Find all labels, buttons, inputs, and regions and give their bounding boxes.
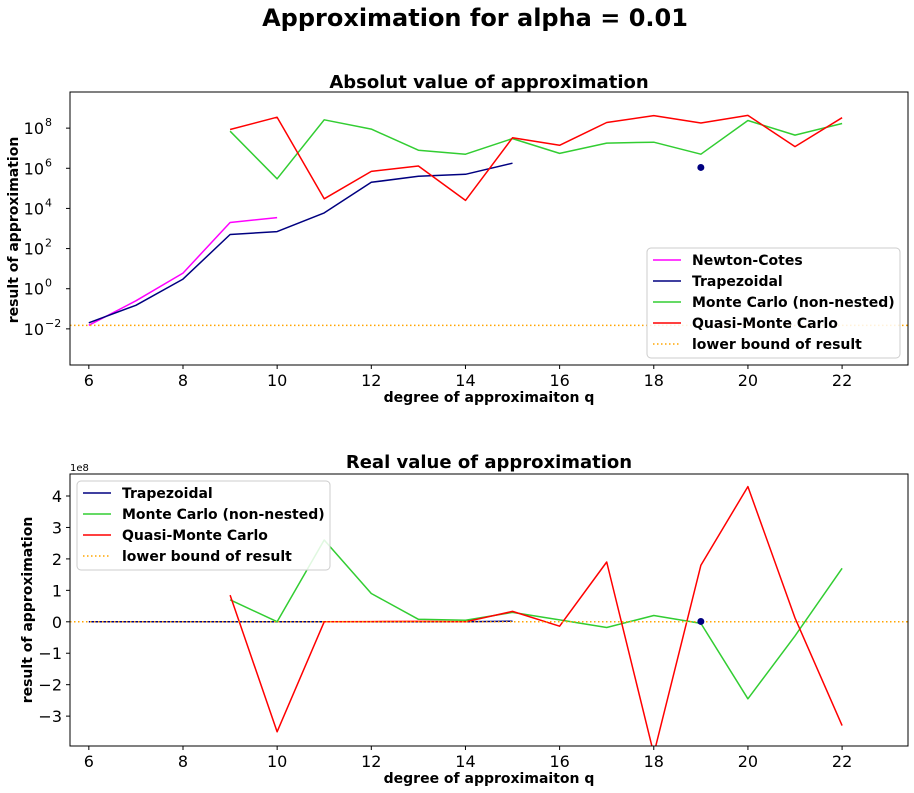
chart1-ytick-label: 10 xyxy=(24,119,44,138)
chart1-xlabel: degree of approximaiton q xyxy=(384,390,595,406)
chart2-xtick-label: 16 xyxy=(549,752,569,771)
chart2-legend-box xyxy=(76,480,331,571)
chart1-ytick-label: 10 xyxy=(24,159,44,178)
chart2-xtick-label: 12 xyxy=(361,752,381,771)
chart2-xtick-label: 10 xyxy=(267,752,287,771)
chart2-legend: Trapezoidal Monte Carlo (non-nested) Quasi… xyxy=(76,480,331,571)
chart2-offset-text: 1e8 xyxy=(70,463,89,474)
chart1-legend: Newton-Cotes Trapezoidal Monte Carlo (non-… xyxy=(646,247,901,359)
chart1-xtick-label: 20 xyxy=(738,371,758,390)
chart1-xtick-label: 14 xyxy=(455,371,475,390)
figure-suptitle: Approximation for alpha = 0.01 xyxy=(262,4,688,32)
chart1-ytick-label: 10 xyxy=(24,199,44,218)
chart1-legend-label-newton-cotes: Newton-Cotes xyxy=(692,253,803,269)
chart2-point-marker xyxy=(697,617,705,625)
chart1-ytick-exponent: −2 xyxy=(45,317,61,330)
chart1-xtick-label: 22 xyxy=(832,371,852,390)
chart2-ytick-label: −1 xyxy=(38,644,62,663)
chart1-ytick-exponent: 4 xyxy=(45,196,52,209)
chart1-series-newton-cotes xyxy=(88,216,278,326)
chart1-ytick-exponent: 6 xyxy=(45,156,52,169)
chart1-legend-label-quasi-monte-carlo: Quasi-Monte Carlo xyxy=(692,316,838,332)
chart2-ytick-label: 2 xyxy=(52,550,62,569)
chart1-plot-area xyxy=(70,114,908,327)
chart2-legend-label-monte-carlo-non-nested: Monte Carlo (non-nested) xyxy=(122,507,325,523)
chart1-legend-label-lower-bound-of-result: lower bound of result xyxy=(692,337,862,353)
chart1-legend-label-monte-carlo-non-nested: Monte Carlo (non-nested) xyxy=(692,295,895,311)
chart2-xtick-label: 6 xyxy=(84,752,94,771)
absolute-value-chart: Absolut value of approximation degree of… xyxy=(6,72,909,406)
chart2-ytick-label: 3 xyxy=(52,518,62,537)
chart1-ylabel: result of approximation xyxy=(6,137,22,324)
chart2-series-quasi-monte-carlo xyxy=(229,485,843,746)
chart1-series-trapezoidal xyxy=(88,162,513,324)
chart1-ytick-label: 10 xyxy=(24,240,44,259)
chart2-legend-label-quasi-monte-carlo: Quasi-Monte Carlo xyxy=(122,528,268,544)
chart1-ytick-exponent: 8 xyxy=(45,116,52,129)
chart2-ylabel: result of approximation xyxy=(20,517,36,704)
chart1-title: Absolut value of approximation xyxy=(329,72,648,93)
chart2-xtick-label: 14 xyxy=(455,752,475,771)
chart2-ytick-label: 0 xyxy=(52,613,62,632)
chart2-xlabel: degree of approximaiton q xyxy=(384,771,595,787)
chart1-series-quasi-monte-carlo xyxy=(229,114,843,202)
chart1-legend-box xyxy=(646,247,901,359)
chart2-xtick-label: 8 xyxy=(178,752,188,771)
chart2-ytick-label: −3 xyxy=(38,707,62,726)
chart2-xtick-label: 18 xyxy=(644,752,664,771)
chart1-point-marker xyxy=(697,163,705,171)
chart2-axes-frame xyxy=(69,473,909,747)
chart2-ytick-label: −2 xyxy=(38,676,62,695)
chart1-ytick-label: 10 xyxy=(24,280,44,299)
chart1-legend-label-trapezoidal: Trapezoidal xyxy=(692,274,783,290)
chart2-series-monte-carlo-non-nested xyxy=(229,539,843,700)
chart2-legend-label-lower-bound-of-result: lower bound of result xyxy=(122,549,292,565)
chart1-xtick-label: 12 xyxy=(361,371,381,390)
chart1-axes-frame xyxy=(69,91,909,366)
chart2-ytick-label: 1 xyxy=(52,581,62,600)
chart2-ytick-label: 4 xyxy=(52,487,62,506)
chart1-xtick-label: 16 xyxy=(549,371,569,390)
chart2-title: Real value of approximation xyxy=(346,452,632,473)
chart2-xtick-label: 22 xyxy=(832,752,852,771)
chart2-xtick-label: 20 xyxy=(738,752,758,771)
chart1-ytick-label: 10 xyxy=(24,320,44,339)
chart1-xtick-label: 6 xyxy=(84,371,94,390)
chart1-ytick-exponent: 2 xyxy=(45,237,52,250)
chart1-ytick-exponent: 0 xyxy=(45,277,52,290)
chart2-plot-area xyxy=(70,485,908,746)
real-value-chart: Real value of approximation degree of ap… xyxy=(20,452,909,787)
chart1-xtick-label: 18 xyxy=(644,371,664,390)
chart2-legend-label-trapezoidal: Trapezoidal xyxy=(122,486,213,502)
chart1-series-monte-carlo-non-nested xyxy=(229,119,843,180)
chart1-xtick-label: 10 xyxy=(267,371,287,390)
chart1-xtick-label: 8 xyxy=(178,371,188,390)
